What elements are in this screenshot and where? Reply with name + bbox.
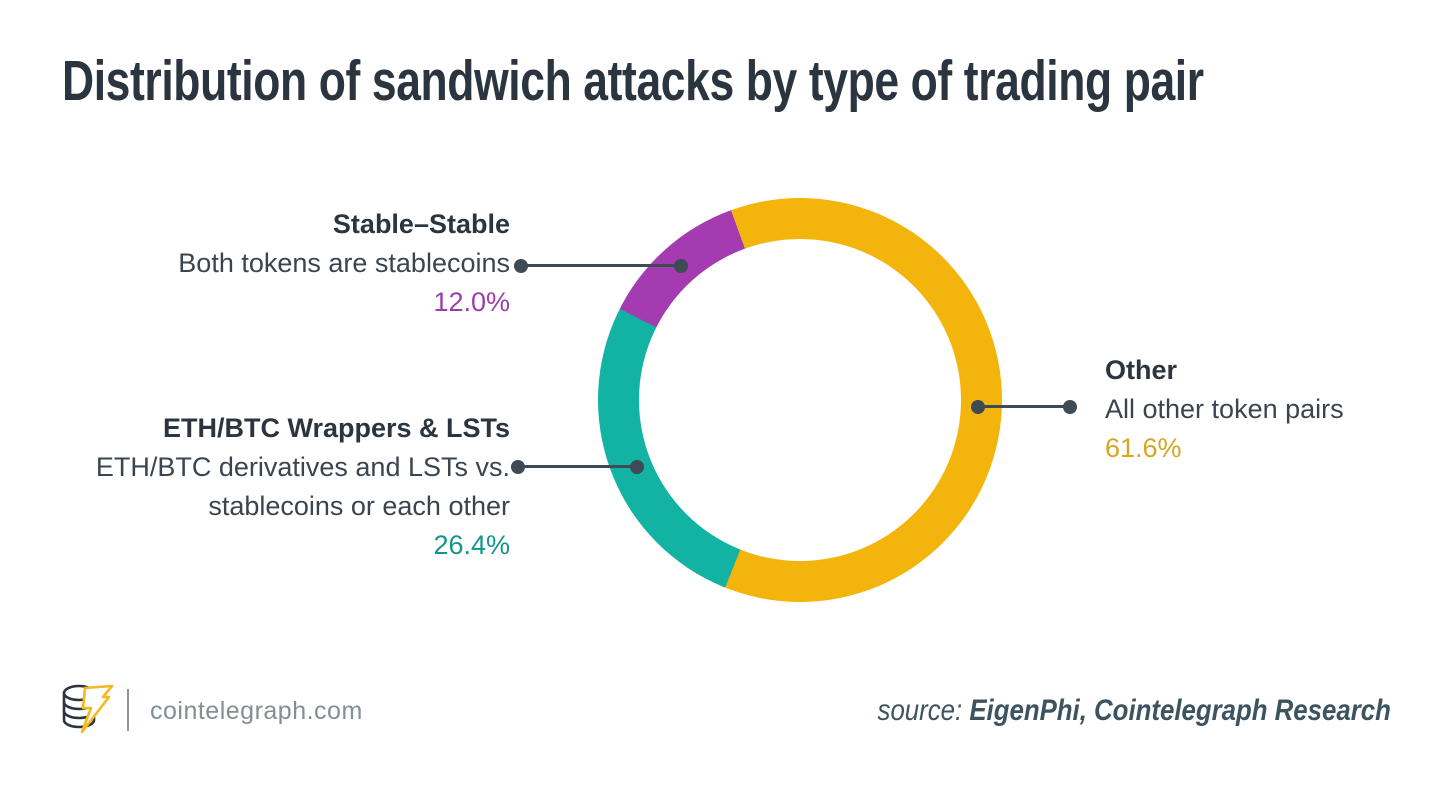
callout-other: Other All other token pairs 61.6% — [1105, 351, 1344, 468]
leader-line-other — [971, 399, 1077, 414]
source-prefix: source: — [877, 694, 970, 727]
segment-percentage: 12.0% — [433, 287, 510, 317]
source-credit: source: EigenPhi, Cointelegraph Research — [878, 694, 1391, 728]
leader-dot — [674, 258, 688, 273]
donut-hole — [639, 239, 961, 561]
leader-line-stable-stable — [514, 258, 688, 273]
segment-percentage: 26.4% — [433, 530, 510, 560]
segment-description: stablecoins or each other — [208, 491, 510, 521]
callout-stable-stable: Stable–Stable Both tokens are stablecoin… — [178, 205, 510, 322]
leader-line-ethbtc — [511, 459, 644, 474]
leader-dot — [514, 258, 528, 273]
segment-description: ETH/BTC derivatives and LSTs vs. — [95, 452, 510, 482]
donut-chart — [598, 198, 1002, 602]
footer-divider — [127, 689, 129, 731]
cointelegraph-logo-icon — [58, 680, 116, 751]
page-title: Distribution of sandwich attacks by type… — [62, 49, 1204, 113]
site-url: cointelegraph.com — [150, 697, 363, 725]
source-names: EigenPhi, Cointelegraph Research — [969, 694, 1391, 727]
segment-description: All other token pairs — [1105, 394, 1344, 424]
segment-name: Other — [1105, 355, 1178, 385]
leader-dot — [1063, 399, 1077, 414]
segment-description: Both tokens are stablecoins — [178, 248, 510, 278]
segment-name: Stable–Stable — [332, 209, 510, 239]
segment-percentage: 61.6% — [1105, 433, 1182, 463]
segment-name: ETH/BTC Wrappers & LSTs — [162, 413, 510, 443]
leader-dot — [630, 459, 644, 474]
leader-dot — [511, 459, 525, 474]
callout-ethbtc-wrappers-lsts: ETH/BTC Wrappers & LSTs ETH/BTC derivati… — [96, 409, 510, 565]
leader-dot — [971, 399, 985, 414]
